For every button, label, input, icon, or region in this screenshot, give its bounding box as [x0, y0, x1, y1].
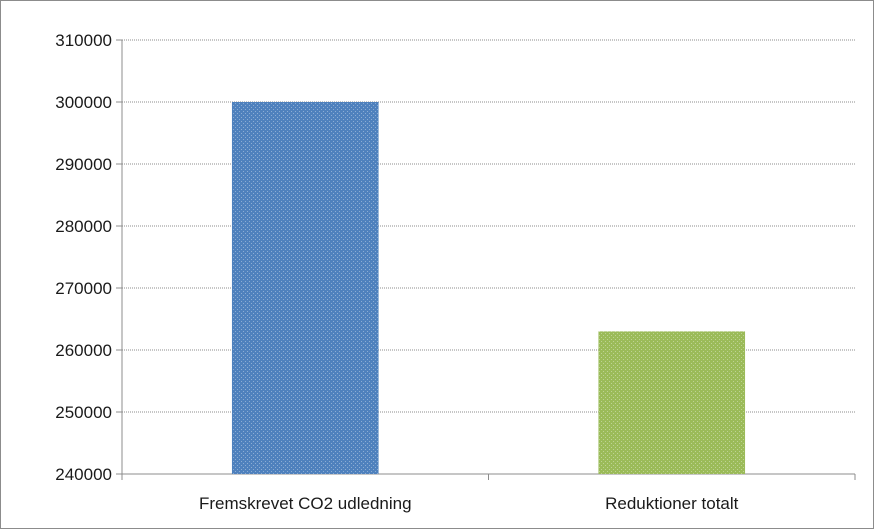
y-tick-label: 240000 [55, 465, 112, 484]
x-category-label: Fremskrevet CO2 udledning [199, 494, 412, 513]
bar [231, 102, 379, 474]
y-tick-label: 250000 [55, 403, 112, 422]
y-tick-label: 290000 [55, 155, 112, 174]
y-tick-label: 300000 [55, 93, 112, 112]
y-tick-label: 310000 [55, 31, 112, 50]
x-category-label: Reduktioner totalt [605, 494, 739, 513]
y-tick-label: 260000 [55, 341, 112, 360]
y-tick-label: 270000 [55, 279, 112, 298]
bar [598, 331, 746, 474]
y-tick-label: 280000 [55, 217, 112, 236]
